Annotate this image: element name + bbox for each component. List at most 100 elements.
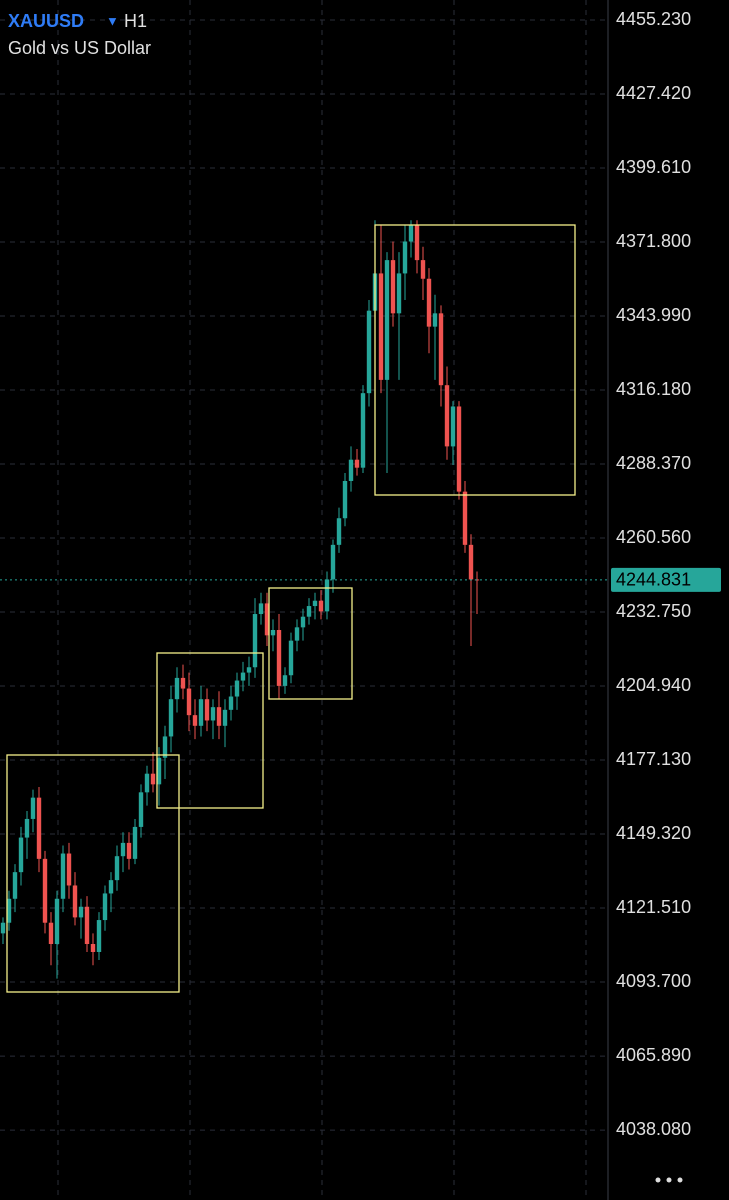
candle-body	[30, 797, 36, 819]
candle-body	[300, 616, 306, 628]
candle-body	[84, 906, 90, 945]
candle-body	[60, 853, 66, 899]
annotation-box	[6, 754, 180, 993]
annotation-box	[374, 224, 576, 496]
candle-body	[204, 699, 210, 721]
candle-body	[252, 614, 258, 668]
candle-body	[102, 893, 108, 921]
candle-body	[72, 885, 78, 918]
candle-body	[378, 273, 384, 380]
candle-body	[12, 872, 18, 899]
y-tick-label: 4260.560	[616, 527, 691, 547]
candle-body	[366, 310, 372, 394]
y-tick-label: 4455.230	[616, 9, 691, 29]
candle-body	[390, 260, 396, 314]
plot-area	[0, 19, 608, 1131]
y-tick-label: 4038.080	[616, 1119, 691, 1139]
candle-body	[462, 491, 468, 545]
candle-body	[54, 898, 60, 945]
candle-body	[426, 278, 432, 327]
last-price-badge	[611, 567, 721, 592]
candle-body	[222, 709, 228, 726]
candle-body	[444, 385, 450, 447]
candle-body	[126, 842, 132, 859]
dot	[677, 1177, 683, 1183]
y-tick-label: 4343.990	[616, 305, 691, 325]
candle-body	[6, 898, 12, 923]
candle-body	[360, 393, 366, 468]
candle-body	[408, 225, 414, 242]
candle-body	[18, 837, 24, 873]
candle-body	[342, 480, 348, 519]
candle-body	[96, 920, 102, 952]
candle-body	[306, 606, 312, 617]
candle-body	[66, 853, 72, 886]
candle-body	[402, 241, 408, 274]
candle-body	[264, 603, 270, 636]
candle-body	[438, 313, 444, 386]
candle-body	[156, 757, 162, 785]
candle-body	[432, 313, 438, 327]
symbol[interactable]: XAUUSD	[8, 11, 84, 31]
candle-body	[288, 640, 294, 676]
candle-body	[246, 667, 252, 673]
candle-body	[354, 459, 360, 468]
annotation-box	[268, 587, 353, 700]
candle-body	[108, 880, 114, 894]
candle-body	[216, 707, 222, 726]
candle-body	[132, 826, 138, 859]
y-tick-label: 4316.180	[616, 379, 691, 399]
candle-body	[324, 579, 330, 612]
dot	[666, 1177, 672, 1183]
annotation-box	[156, 652, 264, 809]
candle-body	[282, 675, 288, 686]
y-tick-label: 4093.700	[616, 971, 691, 991]
candle-body	[450, 406, 456, 447]
candle-body	[270, 630, 276, 636]
candle-body	[90, 944, 96, 952]
candle-body	[198, 699, 204, 726]
y-tick-label: 4232.750	[616, 601, 691, 621]
candle-body	[258, 603, 264, 615]
candle-body	[348, 459, 354, 481]
y-tick-label: 4288.370	[616, 453, 691, 473]
candle-body	[396, 273, 402, 314]
symbol-dropdown-icon[interactable]: ▼	[106, 13, 119, 28]
y-tick-label: 4121.510	[616, 897, 691, 917]
candle-body	[24, 818, 30, 838]
candle-body	[420, 260, 426, 279]
more-menu[interactable]	[655, 1177, 683, 1183]
y-tick-label: 4371.800	[616, 231, 691, 251]
candle-body	[468, 544, 474, 580]
last-price-label: 4244.831	[616, 570, 691, 590]
candle-body	[114, 856, 120, 881]
candle-body	[276, 630, 282, 686]
y-tick-label: 4399.610	[616, 157, 691, 177]
candle-body	[384, 260, 390, 380]
candle-body	[210, 707, 216, 721]
candle-body	[144, 773, 150, 793]
candle-body	[414, 225, 420, 261]
candle-body	[36, 797, 42, 859]
y-tick-label: 4427.420	[616, 83, 691, 103]
candle-body	[240, 672, 246, 681]
candle-body	[138, 792, 144, 827]
symbol-description: Gold vs US Dollar	[8, 38, 151, 58]
candle-body	[168, 699, 174, 737]
interval[interactable]: H1	[124, 11, 147, 31]
y-tick-label: 4204.940	[616, 675, 691, 695]
candle-body	[330, 544, 336, 580]
candle-body	[174, 677, 180, 700]
candle-body	[192, 715, 198, 726]
candle-body	[336, 518, 342, 545]
candle-body	[456, 406, 462, 492]
candle-body	[162, 736, 168, 758]
candle-body	[294, 627, 300, 641]
y-tick-label: 4065.890	[616, 1045, 691, 1065]
candle-body	[234, 680, 240, 697]
annotation-boxes	[6, 224, 576, 993]
dot	[655, 1177, 661, 1183]
candle-body	[150, 773, 156, 785]
candle-body	[120, 842, 126, 857]
